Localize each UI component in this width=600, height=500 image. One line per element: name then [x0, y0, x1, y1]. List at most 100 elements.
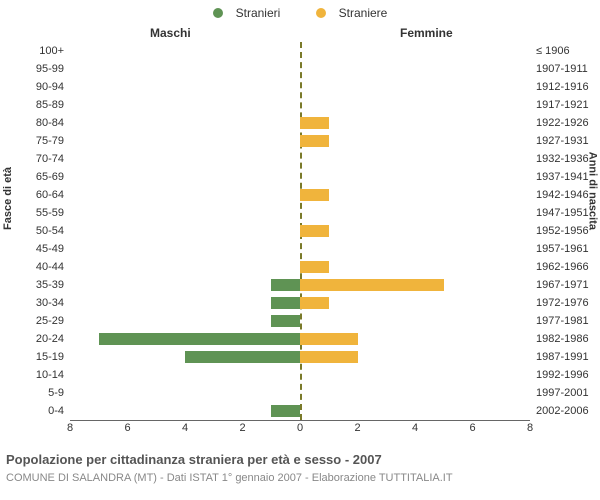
age-label: 95-99	[36, 60, 64, 78]
birth-year-label: 1987-1991	[536, 348, 589, 366]
bar-male	[271, 297, 300, 309]
pyramid-row	[70, 60, 530, 78]
birth-year-label: 1992-1996	[536, 366, 589, 384]
age-label: 65-69	[36, 168, 64, 186]
age-label: 30-34	[36, 294, 64, 312]
birth-year-label: 1942-1946	[536, 186, 589, 204]
pyramid-row	[70, 312, 530, 330]
legend-label-female: Straniere	[339, 6, 388, 20]
bar-male	[271, 315, 300, 327]
age-label: 75-79	[36, 132, 64, 150]
x-tick: 8	[67, 422, 73, 434]
birth-year-label: 1957-1961	[536, 240, 589, 258]
bar-female	[300, 225, 329, 237]
birth-year-label: 1982-1986	[536, 330, 589, 348]
pyramid-row	[70, 168, 530, 186]
x-tick: 2	[239, 422, 245, 434]
age-label: 5-9	[48, 384, 64, 402]
birth-year-label: 1962-1966	[536, 258, 589, 276]
age-label: 100+	[39, 42, 64, 60]
bar-female	[300, 261, 329, 273]
bar-male	[185, 351, 300, 363]
bar-female	[300, 297, 329, 309]
birth-year-label: 1927-1931	[536, 132, 589, 150]
y-axis-left-title: Fasce di età	[2, 167, 14, 230]
pyramid-row	[70, 366, 530, 384]
column-header-female: Femmine	[400, 26, 453, 40]
bar-female	[300, 189, 329, 201]
birth-year-label: 1967-1971	[536, 276, 589, 294]
birth-year-label: ≤ 1906	[536, 42, 570, 60]
x-tick: 2	[354, 422, 360, 434]
birth-year-label: 1997-2001	[536, 384, 589, 402]
age-label: 15-19	[36, 348, 64, 366]
population-pyramid-chart: Stranieri Straniere Maschi Femmine Fasce…	[0, 0, 600, 500]
bar-male	[271, 405, 300, 417]
age-label: 0-4	[48, 402, 64, 420]
age-label: 25-29	[36, 312, 64, 330]
birth-year-label: 1932-1936	[536, 150, 589, 168]
bar-female	[300, 117, 329, 129]
legend-dot-female	[316, 8, 326, 18]
age-label: 40-44	[36, 258, 64, 276]
bar-female	[300, 351, 358, 363]
legend-dot-male	[213, 8, 223, 18]
pyramid-row	[70, 222, 530, 240]
pyramid-row	[70, 204, 530, 222]
pyramid-row	[70, 276, 530, 294]
age-label: 10-14	[36, 366, 64, 384]
x-tick: 6	[469, 422, 475, 434]
pyramid-row	[70, 348, 530, 366]
birth-year-label: 2002-2006	[536, 402, 589, 420]
legend-item-female: Straniere	[308, 6, 396, 20]
age-label: 50-54	[36, 222, 64, 240]
pyramid-row	[70, 294, 530, 312]
legend-label-male: Stranieri	[236, 6, 281, 20]
column-header-male: Maschi	[150, 26, 191, 40]
x-tick: 4	[182, 422, 188, 434]
bar-male	[271, 279, 300, 291]
birth-year-label: 1937-1941	[536, 168, 589, 186]
birth-year-label: 1952-1956	[536, 222, 589, 240]
birth-year-label: 1977-1981	[536, 312, 589, 330]
pyramid-row	[70, 78, 530, 96]
age-label: 90-94	[36, 78, 64, 96]
chart-title: Popolazione per cittadinanza straniera p…	[6, 452, 382, 467]
age-label: 35-39	[36, 276, 64, 294]
pyramid-row	[70, 150, 530, 168]
age-label: 70-74	[36, 150, 64, 168]
pyramid-row	[70, 402, 530, 420]
birth-year-label: 1907-1911	[536, 60, 588, 78]
legend: Stranieri Straniere	[0, 6, 600, 21]
age-label: 80-84	[36, 114, 64, 132]
x-tick: 4	[412, 422, 418, 434]
pyramid-row	[70, 132, 530, 150]
birth-year-label: 1922-1926	[536, 114, 589, 132]
birth-year-label: 1917-1921	[536, 96, 589, 114]
pyramid-row	[70, 96, 530, 114]
pyramid-row	[70, 384, 530, 402]
bar-female	[300, 135, 329, 147]
age-label: 55-59	[36, 204, 64, 222]
pyramid-row	[70, 186, 530, 204]
x-tick: 6	[124, 422, 130, 434]
age-label: 85-89	[36, 96, 64, 114]
pyramid-row	[70, 114, 530, 132]
bar-female	[300, 279, 444, 291]
bar-female	[300, 333, 358, 345]
x-tick: 0	[297, 422, 303, 434]
chart-subtitle: COMUNE DI SALANDRA (MT) - Dati ISTAT 1° …	[6, 472, 453, 484]
plot-area	[70, 42, 530, 421]
birth-year-label: 1947-1951	[536, 204, 589, 222]
pyramid-row	[70, 42, 530, 60]
age-label: 60-64	[36, 186, 64, 204]
x-tick: 8	[527, 422, 533, 434]
legend-item-male: Stranieri	[205, 6, 289, 20]
birth-year-label: 1912-1916	[536, 78, 589, 96]
pyramid-row	[70, 330, 530, 348]
x-axis: 8 6 4 2 0 2 4 6 8	[70, 422, 530, 438]
bar-male	[99, 333, 300, 345]
pyramid-row	[70, 258, 530, 276]
age-label: 20-24	[36, 330, 64, 348]
age-label: 45-49	[36, 240, 64, 258]
